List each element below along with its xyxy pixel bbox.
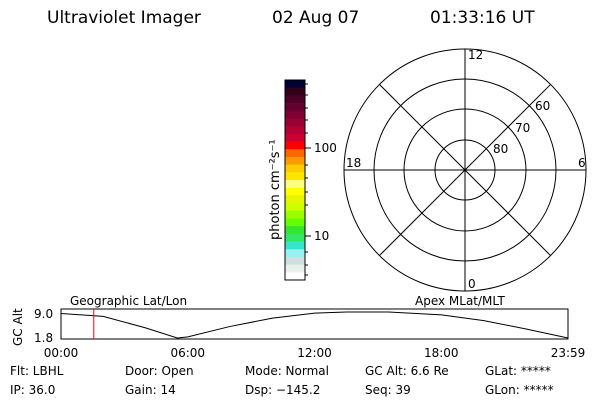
annotation-apex: Apex MLat/MLT — [415, 294, 505, 308]
colorbar-band — [285, 233, 305, 243]
colorbar-band — [285, 149, 305, 158]
colorbar-band — [285, 256, 305, 266]
status-field: Door: Open — [125, 364, 194, 378]
colorbar-band — [285, 172, 305, 181]
y-tick-bottom: 1.8 — [34, 331, 53, 345]
colorbar-band — [285, 241, 305, 250]
status-field: GLon: ***** — [485, 383, 554, 397]
status-field: Dsp: −145.2 — [245, 383, 321, 397]
y-tick-top: 9.0 — [34, 307, 53, 321]
colorbar-band — [285, 272, 305, 281]
y-axis-label: GC Alt — [11, 308, 25, 346]
altitude-series-line — [60, 311, 569, 339]
annotation-geographic: Geographic Lat/Lon — [70, 294, 187, 308]
lat-label-80: 80 — [493, 142, 508, 156]
colorbar-tick-10: 10 — [314, 229, 329, 243]
x-tick-label: 23:59 — [551, 346, 586, 360]
colorbar-band — [285, 187, 305, 196]
colorbar-band — [285, 164, 305, 173]
colorbar — [284, 79, 311, 281]
colorbar-tick-100: 100 — [314, 141, 337, 155]
status-field: GC Alt: 6.6 Re — [365, 364, 449, 378]
lat-label-70: 70 — [515, 121, 530, 135]
colorbar-band — [285, 195, 305, 204]
colorbar-band — [285, 249, 305, 258]
x-tick-label: 18:00 — [424, 346, 459, 360]
colorbar-band — [285, 218, 305, 227]
mlt-label-18: 18 — [346, 156, 361, 170]
x-tick-label: 06:00 — [170, 346, 205, 360]
colorbar-band — [285, 80, 305, 89]
polar-grid — [343, 48, 587, 292]
mlt-label-12: 12 — [468, 48, 483, 62]
colorbar-band — [285, 156, 305, 166]
colorbar-band — [285, 126, 305, 135]
mlt-label-0: 0 — [468, 277, 476, 291]
colorbar-band — [285, 103, 305, 112]
colorbar-band — [285, 141, 305, 150]
x-tick-label: 00:00 — [44, 346, 79, 360]
mlt-label-6: 6 — [578, 156, 586, 170]
status-field: IP: 36.0 — [10, 383, 56, 397]
colorbar-band — [285, 118, 305, 127]
colorbar-band — [285, 203, 305, 212]
colorbar-band — [285, 226, 305, 235]
colorbar-band — [285, 133, 305, 143]
lat-label-60: 60 — [535, 99, 550, 113]
status-field: Flt: LBHL — [10, 364, 64, 378]
status-field: Seq: 39 — [365, 383, 411, 397]
colorbar-band — [285, 95, 305, 104]
colorbar-frame — [284, 79, 306, 281]
colorbar-label: photon cm⁻²s⁻¹ — [268, 139, 283, 240]
altitude-plot-frame — [60, 308, 569, 340]
date: 02 Aug 07 — [272, 8, 360, 28]
colorbar-band — [285, 210, 305, 219]
instrument-title: Ultraviolet Imager — [47, 8, 201, 28]
mlt-line-diagonal — [379, 84, 551, 256]
status-field: GLat: ***** — [485, 364, 551, 378]
colorbar-band — [285, 180, 305, 189]
colorbar-band — [285, 110, 305, 119]
colorbar-band — [285, 264, 305, 273]
time: 01:33:16 UT — [430, 8, 535, 28]
status-field: Gain: 14 — [125, 383, 176, 397]
x-tick-label: 12:00 — [297, 346, 332, 360]
colorbar-band — [285, 87, 305, 96]
status-field: Mode: Normal — [245, 364, 329, 378]
